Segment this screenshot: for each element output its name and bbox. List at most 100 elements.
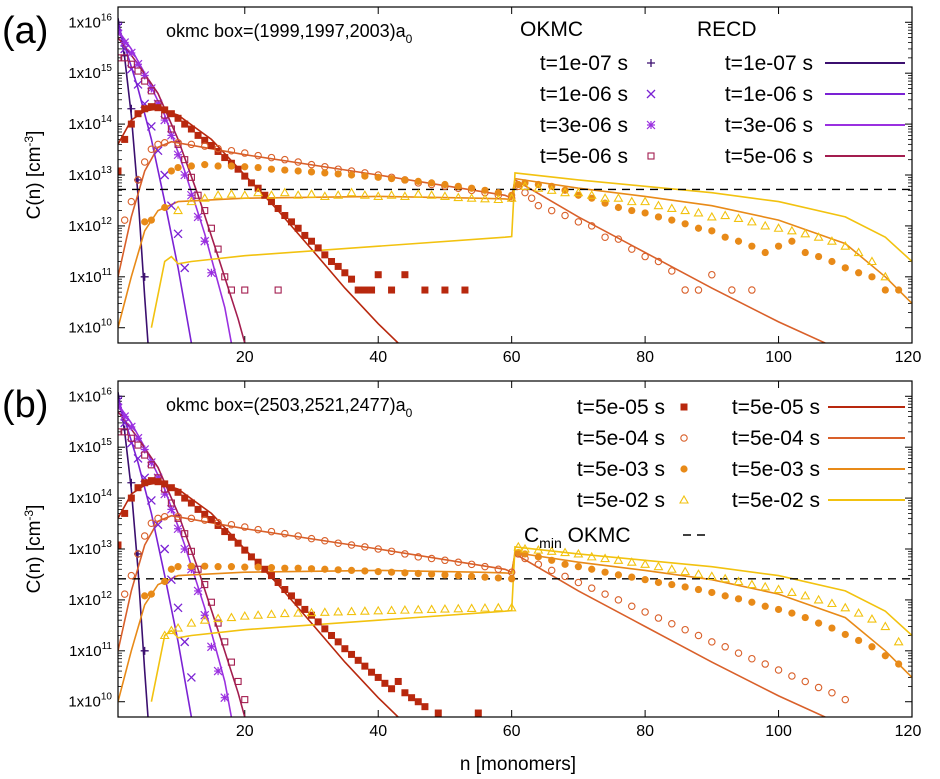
data-point bbox=[494, 574, 502, 582]
data-point bbox=[181, 120, 189, 128]
data-point bbox=[173, 150, 183, 160]
data-point bbox=[133, 433, 143, 443]
data-point bbox=[127, 60, 135, 68]
data-point bbox=[247, 179, 255, 187]
data-point bbox=[267, 165, 276, 173]
data-point bbox=[513, 541, 524, 551]
data-point bbox=[160, 513, 169, 521]
data-point bbox=[774, 666, 783, 674]
data-point bbox=[560, 547, 570, 557]
data-point bbox=[388, 685, 396, 693]
data-point bbox=[348, 275, 356, 283]
data-point bbox=[721, 592, 729, 600]
data-point bbox=[193, 586, 203, 596]
data-point bbox=[207, 598, 215, 606]
data-point bbox=[141, 218, 149, 226]
legend-recd-label: t=3e-06 s bbox=[725, 114, 813, 137]
data-point bbox=[146, 121, 156, 131]
data-point bbox=[586, 551, 597, 561]
data-point bbox=[267, 564, 276, 572]
data-point bbox=[680, 566, 691, 576]
data-point bbox=[141, 77, 149, 85]
data-point bbox=[187, 140, 196, 149]
data-point bbox=[127, 571, 136, 580]
legend-okmc-marker bbox=[647, 59, 655, 67]
data-point bbox=[733, 576, 744, 586]
data-point bbox=[134, 110, 142, 118]
data-point bbox=[334, 638, 342, 646]
data-point bbox=[354, 656, 362, 664]
legend-title-recd: RECD bbox=[697, 18, 757, 41]
legend: t=5e-05 s t=5e-04 s t=5e-03 s t=5e-02 s t=5e… bbox=[524, 396, 905, 551]
legend-title-okmc: OKMC bbox=[520, 18, 583, 41]
data-point bbox=[748, 242, 756, 250]
data-point bbox=[506, 193, 517, 202]
data-point bbox=[855, 636, 863, 645]
data-point bbox=[186, 190, 196, 200]
data-point bbox=[734, 595, 743, 603]
data-point bbox=[546, 546, 557, 555]
panel-label: (b) bbox=[2, 384, 48, 426]
data-point bbox=[118, 396, 123, 406]
data-point bbox=[868, 643, 876, 651]
data-point bbox=[439, 191, 450, 200]
data-point bbox=[221, 528, 229, 536]
data-point bbox=[254, 563, 262, 571]
data-point bbox=[140, 71, 150, 80]
data-point bbox=[274, 286, 282, 294]
data-point bbox=[121, 509, 129, 517]
data-point bbox=[881, 286, 889, 294]
data-point bbox=[161, 106, 169, 114]
data-point bbox=[141, 592, 149, 600]
data-point bbox=[140, 272, 149, 281]
okmc-points bbox=[118, 392, 904, 717]
data-point bbox=[386, 190, 397, 199]
data-point bbox=[186, 618, 197, 627]
data-point bbox=[868, 273, 876, 281]
data-point bbox=[294, 158, 302, 166]
data-point bbox=[201, 136, 209, 144]
y-tick-label: 1x1013 bbox=[68, 539, 112, 558]
data-point bbox=[307, 237, 315, 245]
data-point bbox=[207, 141, 215, 149]
data-point bbox=[708, 638, 716, 646]
data-point bbox=[800, 228, 811, 238]
data-point bbox=[166, 625, 177, 635]
data-point bbox=[181, 494, 189, 502]
data-point bbox=[441, 571, 449, 579]
data-point bbox=[586, 190, 597, 199]
data-point bbox=[454, 572, 462, 580]
data-point bbox=[254, 558, 262, 566]
data-point bbox=[640, 196, 651, 206]
data-point bbox=[159, 630, 170, 640]
data-point bbox=[347, 171, 356, 179]
data-point bbox=[314, 244, 322, 252]
data-point bbox=[147, 519, 156, 528]
data-point bbox=[654, 578, 663, 587]
data-point bbox=[328, 257, 336, 265]
y-tick-label: 1x1012 bbox=[68, 590, 112, 609]
data-point bbox=[160, 115, 170, 125]
data-point bbox=[226, 612, 237, 622]
data-point bbox=[174, 139, 182, 147]
data-point bbox=[194, 565, 202, 573]
data-point bbox=[201, 581, 209, 589]
data-point bbox=[241, 163, 249, 171]
data-point bbox=[574, 218, 583, 226]
data-point bbox=[514, 180, 522, 189]
data-point bbox=[334, 262, 342, 270]
data-point bbox=[214, 619, 222, 627]
data-point bbox=[560, 187, 570, 197]
data-point bbox=[187, 173, 195, 181]
data-point bbox=[134, 441, 142, 449]
data-point bbox=[267, 153, 276, 162]
data-point bbox=[361, 286, 369, 294]
data-point bbox=[294, 598, 302, 606]
data-point bbox=[154, 478, 162, 486]
data-point bbox=[708, 588, 716, 597]
data-point bbox=[239, 611, 250, 620]
data-point bbox=[160, 170, 170, 180]
data-point bbox=[307, 160, 316, 169]
data-point bbox=[533, 183, 544, 192]
data-point bbox=[746, 216, 757, 226]
